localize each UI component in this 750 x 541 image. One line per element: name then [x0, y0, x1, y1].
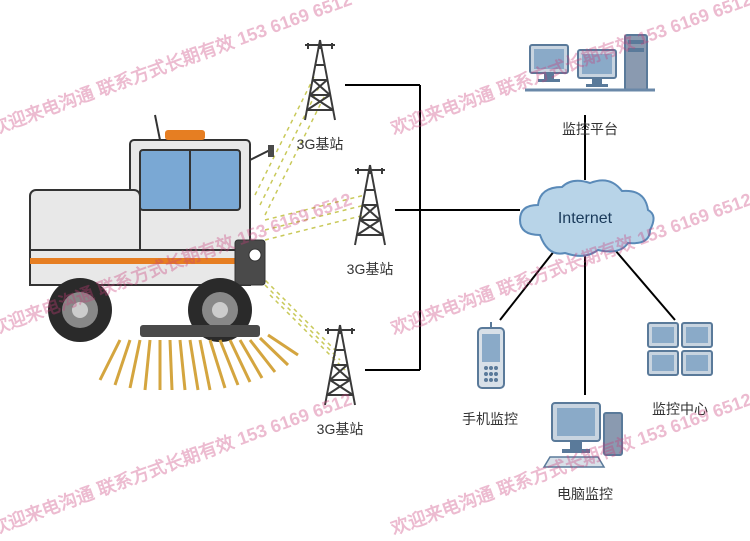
- internet-text: Internet: [558, 210, 613, 227]
- sweeper-vehicle: [10, 110, 310, 400]
- tower-2-label: 3G基站: [345, 259, 395, 279]
- internet-cloud: Internet: [510, 175, 660, 270]
- tower-3: 3G基站: [315, 320, 365, 439]
- platform-label: 监控平台: [520, 119, 660, 139]
- platform-node: 监控平台: [520, 20, 660, 139]
- tower-2: 3G基站: [345, 160, 395, 279]
- tower-1: 3G基站: [295, 35, 345, 154]
- center-label: 监控中心: [640, 399, 720, 419]
- tower-1-label: 3G基站: [295, 134, 345, 154]
- tower-3-label: 3G基站: [315, 419, 365, 439]
- center-node: 监控中心: [640, 315, 720, 419]
- pc-label: 电脑监控: [540, 484, 630, 504]
- phone-node: 手机监控: [460, 320, 520, 429]
- pc-node: 电脑监控: [540, 395, 630, 504]
- phone-label: 手机监控: [460, 409, 520, 429]
